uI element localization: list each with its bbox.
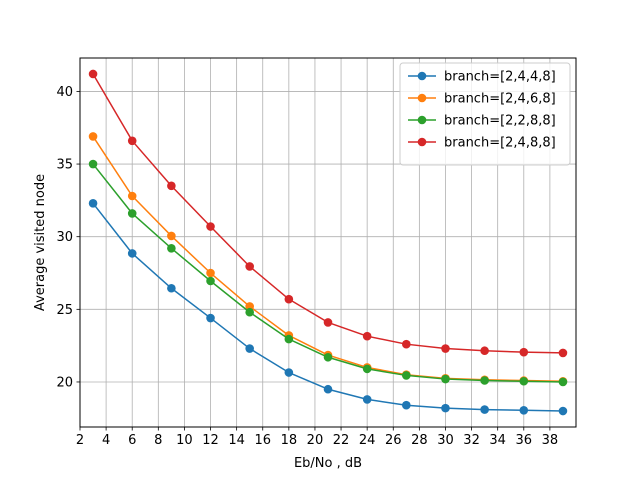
legend-marker	[417, 137, 427, 147]
x-tick-label: 2	[76, 433, 84, 448]
data-point	[284, 294, 294, 304]
x-tick-label: 36	[516, 433, 533, 448]
data-point	[206, 313, 215, 323]
y-tick-label: 35	[56, 158, 73, 173]
data-point	[88, 69, 98, 79]
data-point	[88, 132, 98, 141]
data-point	[88, 159, 98, 169]
x-tick-label: 18	[281, 433, 298, 448]
x-tick-label: 24	[359, 433, 376, 448]
legend-marker	[417, 115, 427, 125]
grid	[79, 58, 576, 427]
legend-item: branch=[2,2,8,8]	[408, 114, 556, 129]
y-tick-label: 20	[56, 375, 73, 390]
data-point	[206, 222, 215, 231]
data-point	[88, 198, 98, 208]
data-point	[441, 403, 450, 413]
legend-label: branch=[2,2,8,8]	[444, 114, 556, 129]
legend-marker	[417, 93, 427, 103]
data-point	[480, 405, 489, 414]
data-point	[362, 395, 372, 404]
x-tick-label: 22	[333, 433, 350, 448]
x-tick-label: 6	[128, 433, 136, 448]
data-point	[519, 347, 529, 357]
x-tick-label: 16	[254, 433, 271, 448]
x-tick-label: 8	[154, 433, 162, 448]
data-point	[167, 181, 176, 191]
data-point	[167, 244, 176, 253]
legend-marker	[417, 71, 427, 81]
data-point	[245, 262, 254, 271]
x-tick-label: 20	[307, 433, 324, 448]
x-tick-label: 28	[411, 433, 428, 448]
data-point	[558, 406, 568, 416]
data-point	[245, 307, 254, 317]
data-point	[245, 344, 254, 353]
data-point	[402, 339, 411, 349]
legend-label: branch=[2,4,8,8]	[444, 136, 556, 151]
series-1	[88, 198, 568, 416]
y-axis-label: Average visited node	[33, 174, 48, 311]
legend-item: branch=[2,4,8,8]	[408, 136, 556, 151]
data-point	[127, 191, 137, 201]
data-point	[127, 136, 137, 146]
x-tick-label: 30	[437, 433, 454, 448]
legend-item: branch=[2,4,4,8]	[408, 70, 556, 85]
data-point	[206, 276, 215, 286]
legend-box	[399, 62, 571, 166]
x-tick-label: 38	[542, 433, 559, 448]
data-point	[206, 268, 215, 278]
data-point	[362, 331, 372, 341]
y-tick-label: 30	[56, 230, 73, 245]
y-tick-label: 40	[56, 85, 73, 100]
data-point	[167, 283, 176, 293]
data-point	[441, 374, 450, 384]
data-point	[402, 371, 411, 380]
x-tick-label: 12	[202, 433, 219, 448]
data-point	[362, 364, 372, 374]
data-point	[402, 400, 411, 410]
x-tick-label: 32	[463, 433, 480, 448]
data-point	[127, 209, 137, 218]
legend-label: branch=[2,4,4,8]	[444, 70, 556, 85]
x-tick-label: 10	[176, 433, 193, 448]
data-point	[519, 405, 529, 415]
legend: branch=[2,4,4,8] branch=[2,4,6,8] branch=[…	[399, 62, 571, 166]
data-point	[441, 344, 450, 353]
data-point	[323, 352, 333, 362]
data-point	[480, 376, 489, 385]
data-point	[558, 377, 568, 387]
data-point	[519, 376, 529, 386]
data-point	[323, 384, 333, 394]
series-3	[88, 159, 568, 387]
data-point	[284, 368, 294, 377]
data-point	[480, 346, 489, 356]
data-point	[127, 249, 137, 258]
series-4	[88, 69, 568, 358]
y-tick-label: 25	[56, 303, 73, 318]
data-point	[284, 334, 294, 344]
legend-label: branch=[2,4,6,8]	[444, 92, 556, 107]
data-point	[558, 348, 568, 358]
data-point	[323, 318, 333, 327]
data-point	[167, 231, 176, 241]
x-tick-label: 26	[385, 433, 402, 448]
x-tick-label: 34	[489, 433, 506, 448]
x-tick-label: 14	[228, 433, 245, 448]
plot-frame	[79, 57, 577, 428]
ticks-group: 2 4 6 8 10 12 14 16 18 20 22 24 26 28 30 32 34 36 38202530…	[56, 85, 558, 448]
x-axis-label: Eb/No , dB	[294, 456, 362, 471]
series-group	[88, 69, 568, 416]
legend-item: branch=[2,4,6,8]	[408, 92, 556, 107]
x-tick-label: 4	[102, 433, 110, 448]
